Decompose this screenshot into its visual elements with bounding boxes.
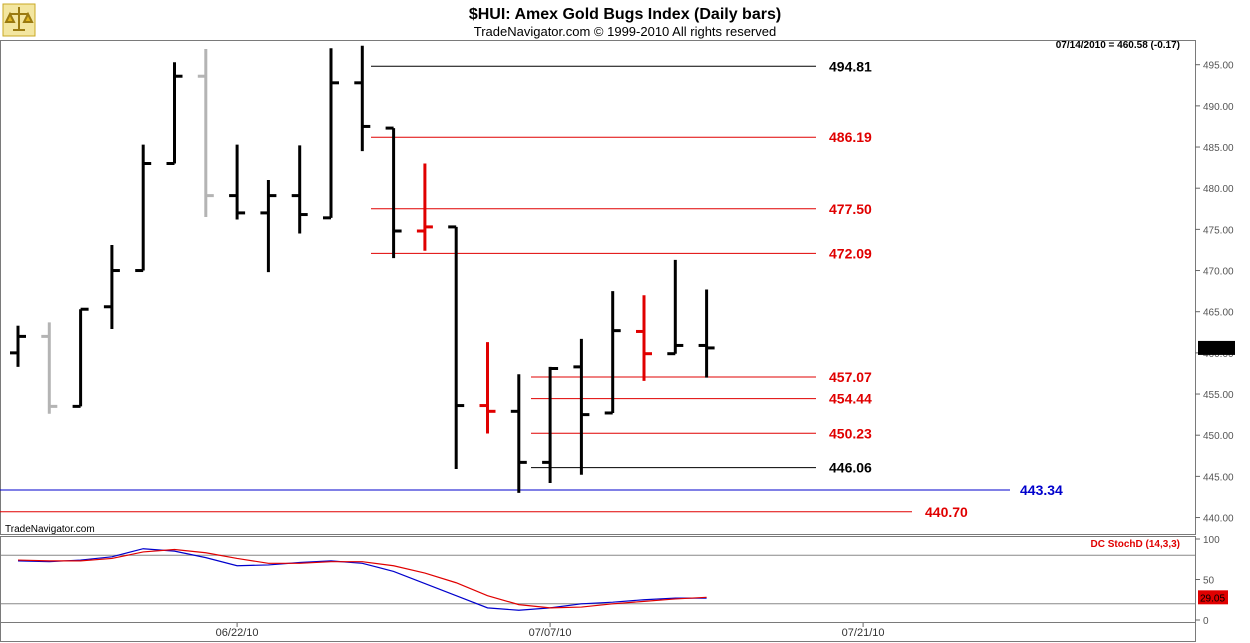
level-label: 454.44 xyxy=(829,391,872,407)
stoch-axis: 0 50 100 xyxy=(1,535,1220,627)
date-axis-frame xyxy=(0,622,1196,642)
chart-copyright: TradeNavigator.com © 1999-2010 All right… xyxy=(474,24,776,39)
level-label: 494.81 xyxy=(829,58,872,74)
date-tick-label: 06/22/10 xyxy=(216,627,259,639)
date-tick-label: 07/21/10 xyxy=(842,627,885,639)
ohlc-bar xyxy=(416,163,433,251)
stoch-tick-label: 50 xyxy=(1203,576,1215,587)
price-tick-label: 490.00 xyxy=(1203,102,1234,113)
price-tick-label: 495.00 xyxy=(1203,61,1234,72)
ohlc-bar xyxy=(323,48,339,220)
level-label: 440.70 xyxy=(925,504,968,520)
ohlc-bar xyxy=(636,295,652,381)
ohlc-bar xyxy=(604,291,621,415)
ohlc-bar xyxy=(72,307,89,408)
price-axis: 440.00445.00450.00455.00460.00465.00470.… xyxy=(1195,61,1234,525)
ohlc-bar xyxy=(448,225,465,469)
price-tick-label: 455.00 xyxy=(1203,390,1234,401)
level-label: 477.50 xyxy=(829,201,872,217)
level-label: 457.07 xyxy=(829,369,872,385)
price-tick-label: 475.00 xyxy=(1203,225,1234,236)
ohlc-bar xyxy=(354,45,371,152)
stoch-title: DC StochD (14,3,3) xyxy=(1091,539,1180,550)
last-price-marker: 460.58 xyxy=(1198,340,1235,355)
stoch-tick-label: 0 xyxy=(1203,616,1209,627)
ohlc-bar xyxy=(166,62,183,165)
ohlc-bar xyxy=(479,342,496,434)
price-tick-label: 465.00 xyxy=(1203,308,1234,319)
price-levels: 494.81 486.19 477.50 472.09 457.07 454.44 450.… xyxy=(0,58,1063,520)
ohlc-bar xyxy=(10,325,26,367)
price-bars xyxy=(10,45,715,493)
price-tick-label: 485.00 xyxy=(1203,143,1234,154)
ohlc-bar xyxy=(542,366,559,483)
ohlc-bar xyxy=(41,322,58,414)
date-tick-label: 07/07/10 xyxy=(529,627,572,639)
stoch-line xyxy=(17,548,707,609)
ohlc-bar xyxy=(229,144,246,220)
gold-bugs-logo xyxy=(2,3,36,37)
ohlc-bar xyxy=(103,245,120,329)
price-tick-label: 450.00 xyxy=(1203,431,1234,442)
last-price-box xyxy=(1198,340,1235,355)
last-quote-readout: 07/14/2010 = 460.58 (-0.17) xyxy=(1056,40,1180,51)
watermark: TradeNavigator.com xyxy=(5,524,95,535)
ohlc-bar xyxy=(698,289,715,378)
date-axis: 06/22/10 07/07/10 07/21/10 xyxy=(216,623,885,639)
level-label: 450.23 xyxy=(829,425,872,441)
level-label: 472.09 xyxy=(829,245,872,261)
last-price-label: 460.58 xyxy=(1200,344,1231,355)
ohlc-bar xyxy=(291,145,308,234)
ohlc-bar xyxy=(197,49,214,218)
ohlc-bar xyxy=(510,374,527,493)
stoch-line xyxy=(17,548,707,611)
chart-title: $HUI: Amex Gold Bugs Index (Daily bars) xyxy=(469,6,781,23)
level-label: 486.19 xyxy=(829,129,872,145)
level-label: 446.06 xyxy=(829,460,872,476)
ohlc-bar xyxy=(385,126,402,259)
price-panel-frame xyxy=(0,40,1196,535)
stoch-lines: 29.05 xyxy=(17,548,1228,611)
stoch-panel-frame xyxy=(0,536,1196,623)
stoch-last-label: 29.05 xyxy=(1200,593,1225,604)
price-tick-label: 445.00 xyxy=(1203,472,1234,483)
price-tick-label: 480.00 xyxy=(1203,184,1234,195)
stoch-tick-label: 100 xyxy=(1203,535,1220,546)
ohlc-bar xyxy=(135,144,152,273)
price-tick-label: 470.00 xyxy=(1203,267,1234,278)
price-tick-label: 440.00 xyxy=(1203,514,1234,525)
stoch-last-box xyxy=(1198,590,1228,605)
level-label: 443.34 xyxy=(1020,482,1063,498)
ohlc-bar xyxy=(667,259,684,356)
ohlc-bar xyxy=(260,179,277,273)
ohlc-bar xyxy=(573,338,590,475)
